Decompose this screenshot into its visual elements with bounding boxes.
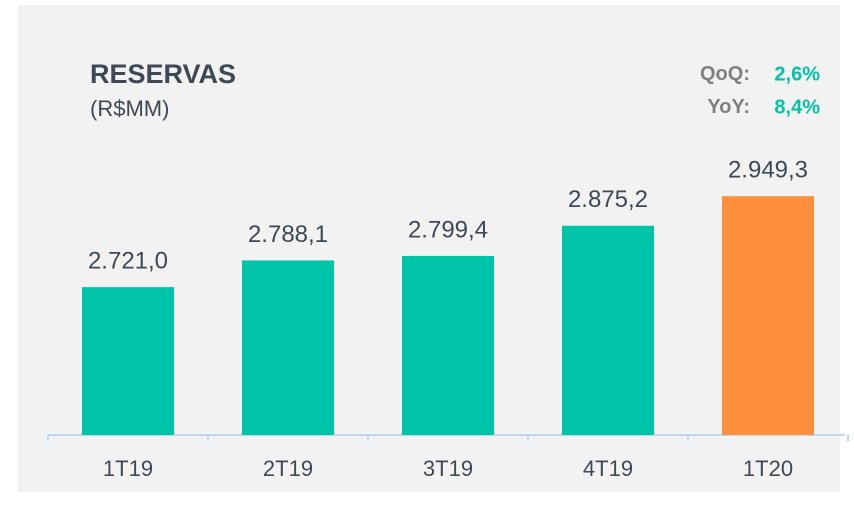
- annotation-label: YoY:: [707, 96, 750, 118]
- value-label: 2.875,2: [568, 186, 648, 213]
- value-label: 2.799,4: [408, 216, 488, 243]
- annotation: QoQ:: [700, 63, 750, 85]
- value-label: 2.949,3: [728, 157, 808, 184]
- annotation: YoY:: [707, 96, 750, 118]
- bar: [562, 225, 654, 435]
- bar: [722, 196, 814, 435]
- x-tick-label: 1T20: [743, 456, 793, 481]
- value-label: 2.788,1: [248, 221, 328, 248]
- bar: [242, 260, 334, 435]
- bar: [82, 287, 174, 435]
- bar: [402, 255, 494, 435]
- annotation-label: QoQ:: [700, 63, 750, 85]
- annotation-value: 8,4%: [774, 96, 820, 118]
- annotation-value: 2,6%: [774, 63, 820, 85]
- x-tick-label: 4T19: [583, 456, 633, 481]
- chart-title: RESERVAS: [90, 59, 236, 89]
- chart-subtitle: (R$MM): [90, 96, 169, 121]
- x-tick-label: 2T19: [263, 456, 313, 481]
- x-tick-label: 1T19: [103, 456, 153, 481]
- value-label: 2.721,0: [88, 248, 168, 275]
- x-tick-label: 3T19: [423, 456, 473, 481]
